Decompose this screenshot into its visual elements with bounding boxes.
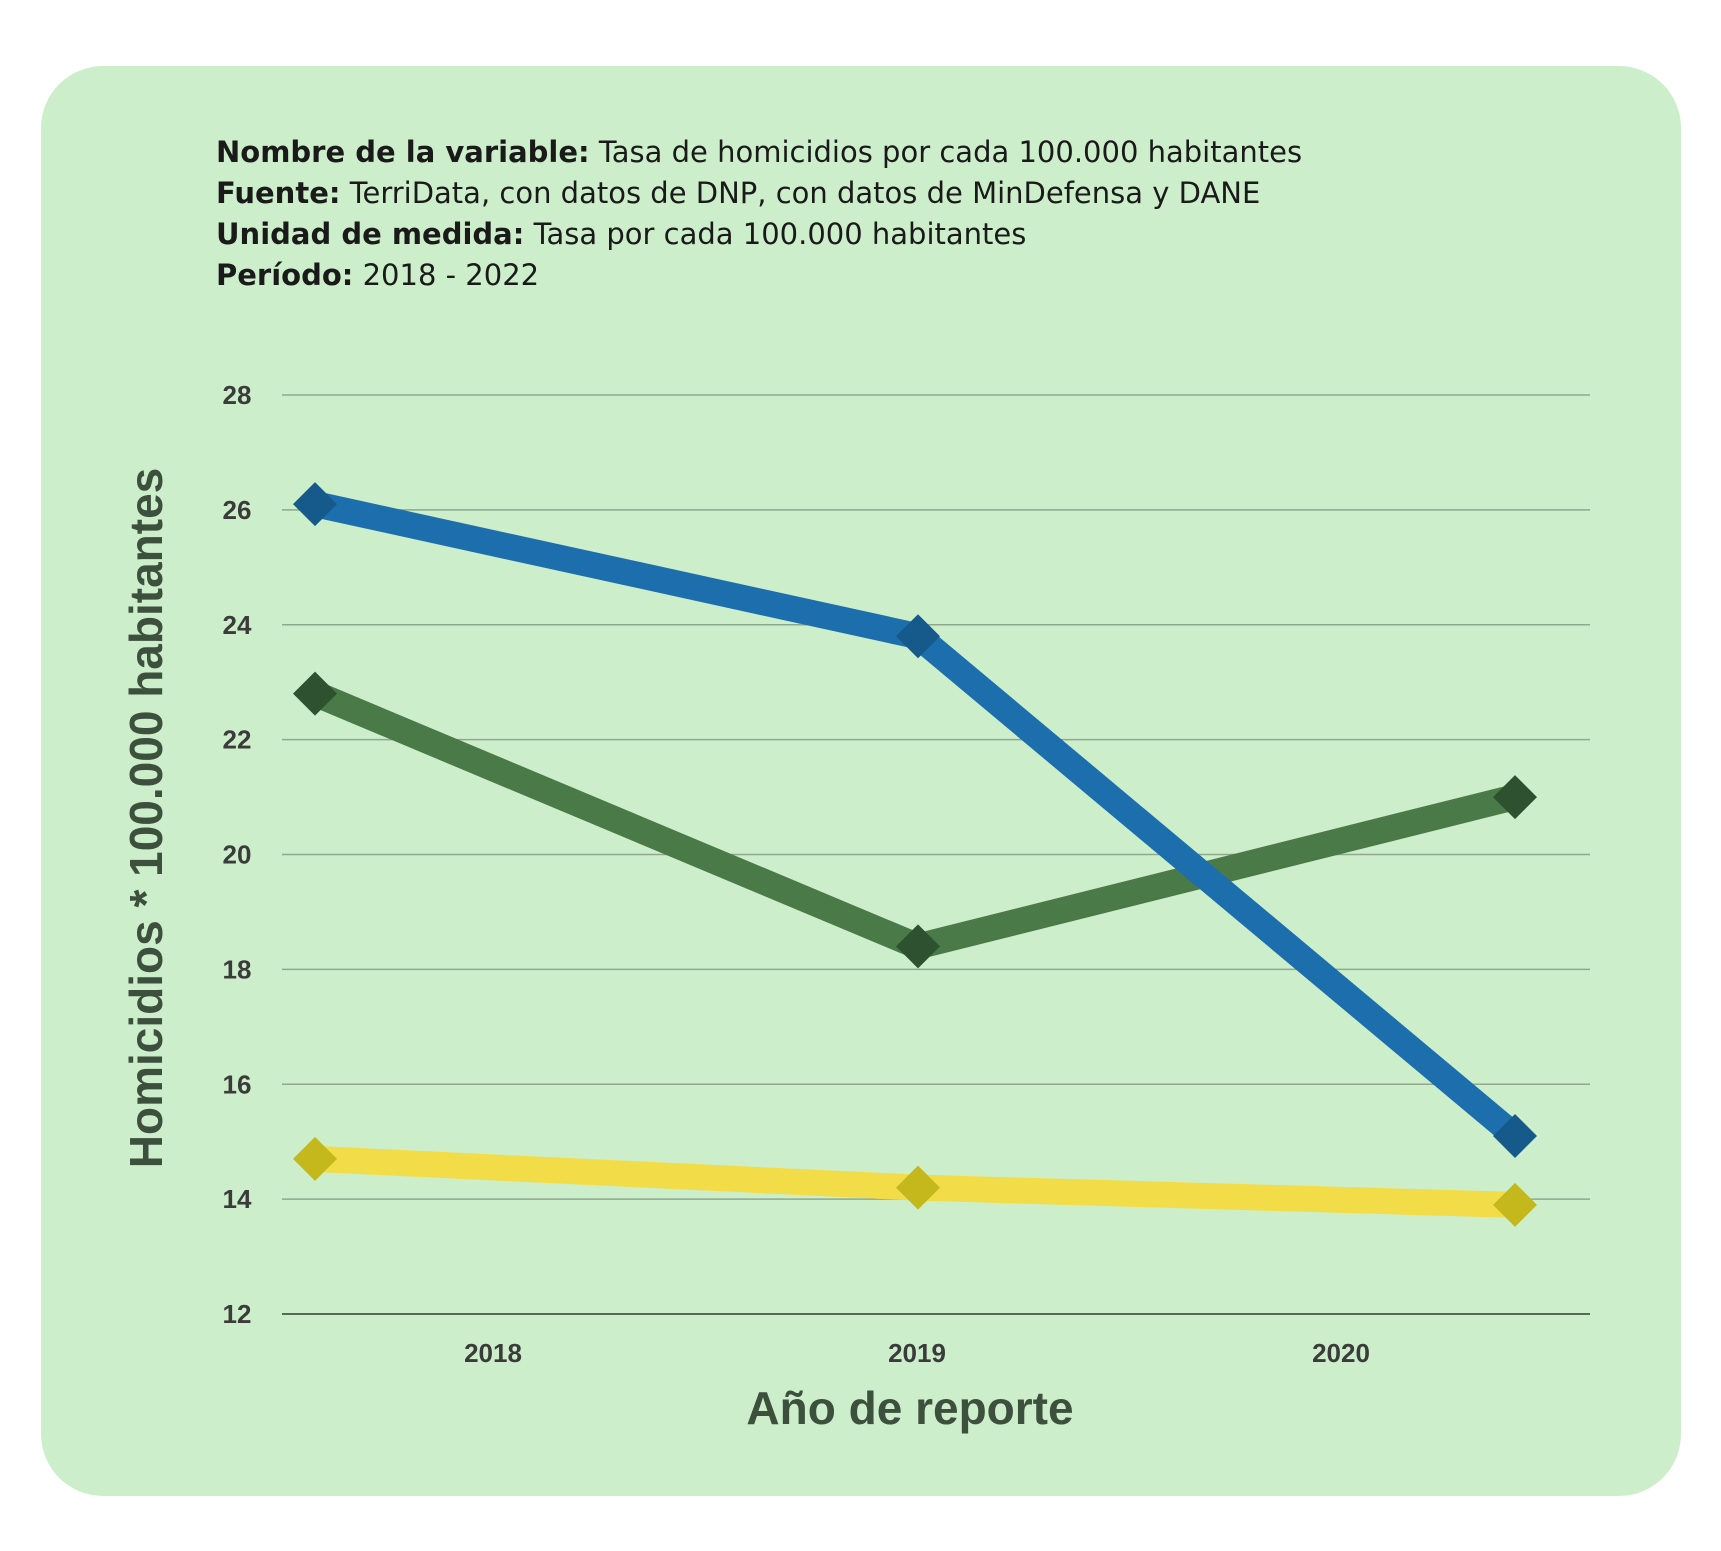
series-2-marker <box>1493 775 1537 820</box>
unit-value: Tasa por cada 100.000 habitantes <box>533 217 1027 251</box>
unit-row: Unidad de medida: Tasa por cada 100.000 … <box>216 214 1302 255</box>
y-tick-label: 20 <box>223 840 252 870</box>
y-tick-labels: 12 14 16 18 20 22 24 26 28 <box>223 380 252 1329</box>
source-label: Fuente: <box>216 176 341 210</box>
series-line-2 <box>309 681 1519 961</box>
series-layer <box>293 482 1537 1227</box>
y-tick-label: 12 <box>223 1299 252 1329</box>
y-axis-title: Homicidios * 100.000 habitantes <box>120 468 172 1169</box>
series-1-marker <box>896 614 940 659</box>
series-3-marker <box>293 1136 337 1181</box>
source-value: TerriData, con datos de DNP, con datos d… <box>349 176 1261 210</box>
y-tick-label: 18 <box>223 954 252 984</box>
y-tick-label: 22 <box>223 725 252 755</box>
x-tick-label: 2018 <box>464 1338 522 1368</box>
chart-card <box>41 66 1681 1496</box>
series-line-1 <box>312 491 1524 1146</box>
y-tick-label: 26 <box>223 495 252 525</box>
x-tick-label: 2020 <box>1312 1338 1370 1368</box>
series-2-marker <box>293 671 337 716</box>
x-tick-labels: 2018 2019 2020 <box>464 1338 1370 1368</box>
x-tick-label: 2019 <box>888 1338 946 1368</box>
y-tick-label: 14 <box>223 1184 252 1214</box>
source-row: Fuente: TerriData, con datos de DNP, con… <box>216 173 1302 214</box>
chart-info-block: Nombre de la variable: Tasa de homicidio… <box>216 132 1302 296</box>
unit-label: Unidad de medida: <box>216 217 525 251</box>
period-row: Período: 2018 - 2022 <box>216 255 1302 296</box>
series-3-marker <box>1493 1182 1537 1227</box>
series-3-marker <box>896 1165 940 1210</box>
y-tick-label: 16 <box>223 1069 252 1099</box>
period-label: Período: <box>216 258 354 292</box>
series-1-marker <box>1493 1113 1537 1158</box>
variable-row: Nombre de la variable: Tasa de homicidio… <box>216 132 1302 173</box>
y-tick-label: 24 <box>223 610 252 640</box>
series-2-marker <box>896 924 940 969</box>
variable-label: Nombre de la variable: <box>216 135 590 169</box>
variable-value: Tasa de homicidios por cada 100.000 habi… <box>598 135 1303 169</box>
series-1-marker <box>293 482 337 527</box>
y-tick-label: 28 <box>223 380 252 410</box>
period-value: 2018 - 2022 <box>362 258 540 292</box>
x-axis-title: Año de reporte <box>746 1382 1073 1434</box>
